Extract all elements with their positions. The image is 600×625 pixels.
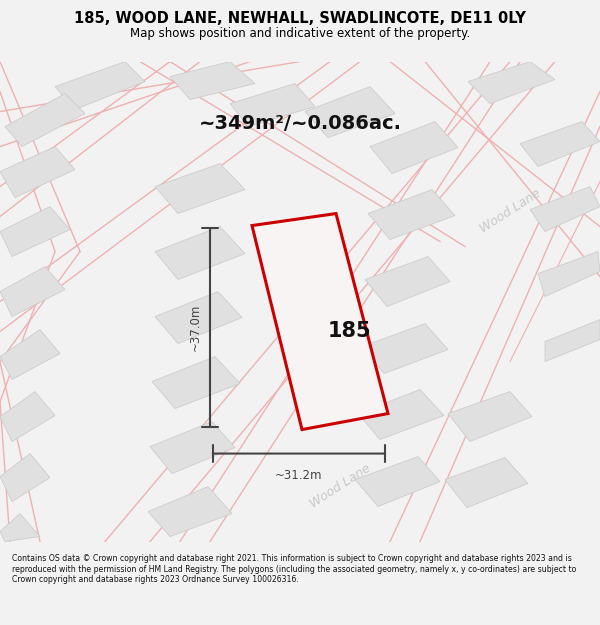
Text: Wood Lane: Wood Lane [477, 187, 543, 236]
Text: 185: 185 [328, 321, 371, 341]
Polygon shape [148, 486, 232, 536]
Polygon shape [538, 251, 600, 296]
Polygon shape [0, 514, 40, 541]
Text: ~37.0m: ~37.0m [189, 304, 202, 351]
Polygon shape [468, 61, 555, 104]
Polygon shape [445, 458, 528, 508]
Polygon shape [0, 206, 70, 256]
Polygon shape [305, 86, 395, 138]
Polygon shape [0, 266, 65, 316]
Polygon shape [358, 389, 444, 439]
Polygon shape [0, 454, 50, 501]
Polygon shape [150, 421, 235, 474]
Polygon shape [448, 391, 532, 441]
Polygon shape [230, 84, 315, 126]
Polygon shape [545, 319, 600, 361]
Polygon shape [155, 164, 245, 214]
Polygon shape [0, 329, 60, 379]
Polygon shape [370, 121, 458, 174]
Polygon shape [530, 186, 600, 231]
Text: Wood Lane: Wood Lane [307, 462, 373, 511]
Text: ~31.2m: ~31.2m [275, 469, 323, 481]
Text: 185, WOOD LANE, NEWHALL, SWADLINCOTE, DE11 0LY: 185, WOOD LANE, NEWHALL, SWADLINCOTE, DE… [74, 11, 526, 26]
Polygon shape [362, 324, 448, 374]
Text: ~349m²/~0.086ac.: ~349m²/~0.086ac. [199, 114, 401, 133]
Text: Contains OS data © Crown copyright and database right 2021. This information is : Contains OS data © Crown copyright and d… [12, 554, 576, 584]
Polygon shape [55, 61, 145, 109]
Polygon shape [520, 121, 600, 166]
Polygon shape [155, 291, 242, 344]
Polygon shape [252, 214, 388, 429]
Polygon shape [170, 61, 255, 99]
Polygon shape [355, 456, 440, 506]
Polygon shape [0, 391, 55, 441]
Polygon shape [152, 356, 240, 409]
Polygon shape [5, 94, 85, 146]
Polygon shape [0, 146, 75, 198]
Polygon shape [365, 256, 450, 306]
Text: Map shows position and indicative extent of the property.: Map shows position and indicative extent… [130, 28, 470, 41]
Polygon shape [368, 189, 455, 239]
Polygon shape [155, 226, 245, 279]
